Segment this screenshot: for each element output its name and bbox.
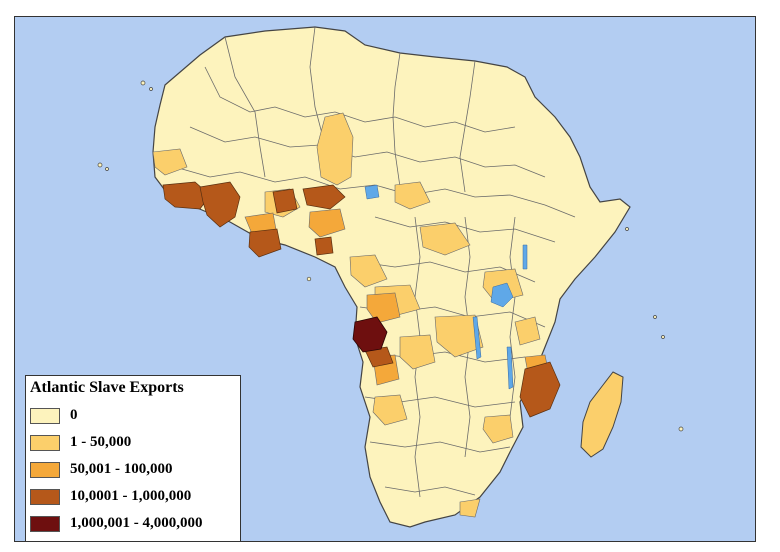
class-4-regions <box>352 316 388 353</box>
legend-label: 1 - 50,000 <box>70 434 132 450</box>
legend: Atlantic Slave Exports 0 1 - 50,000 50,0… <box>25 375 241 541</box>
legend-swatch <box>30 408 60 424</box>
legend-swatch <box>30 489 60 505</box>
islands <box>97 80 684 432</box>
africa-landmass <box>152 26 631 528</box>
lake-turkana <box>522 244 528 270</box>
map-frame: Atlantic Slave Exports 0 1 - 50,000 50,0… <box>14 16 756 542</box>
legend-title: Atlantic Slave Exports <box>30 379 184 396</box>
lake-malawi <box>506 346 514 390</box>
madagascar <box>580 371 624 458</box>
legend-swatch <box>30 516 60 532</box>
legend-label: 0 <box>70 407 78 423</box>
lake-victoria <box>490 282 514 308</box>
lakes <box>364 184 528 390</box>
lake-chad <box>364 184 380 200</box>
lake-tanganyika <box>472 316 482 360</box>
legend-swatch <box>30 462 60 478</box>
legend-label: 50,001 - 100,000 <box>70 461 173 477</box>
legend-label: 1,000,001 - 4,000,000 <box>70 515 203 531</box>
class-3-regions <box>162 181 561 418</box>
legend-swatch <box>30 435 60 451</box>
legend-label: 10,0001 - 1,000,000 <box>70 488 192 504</box>
